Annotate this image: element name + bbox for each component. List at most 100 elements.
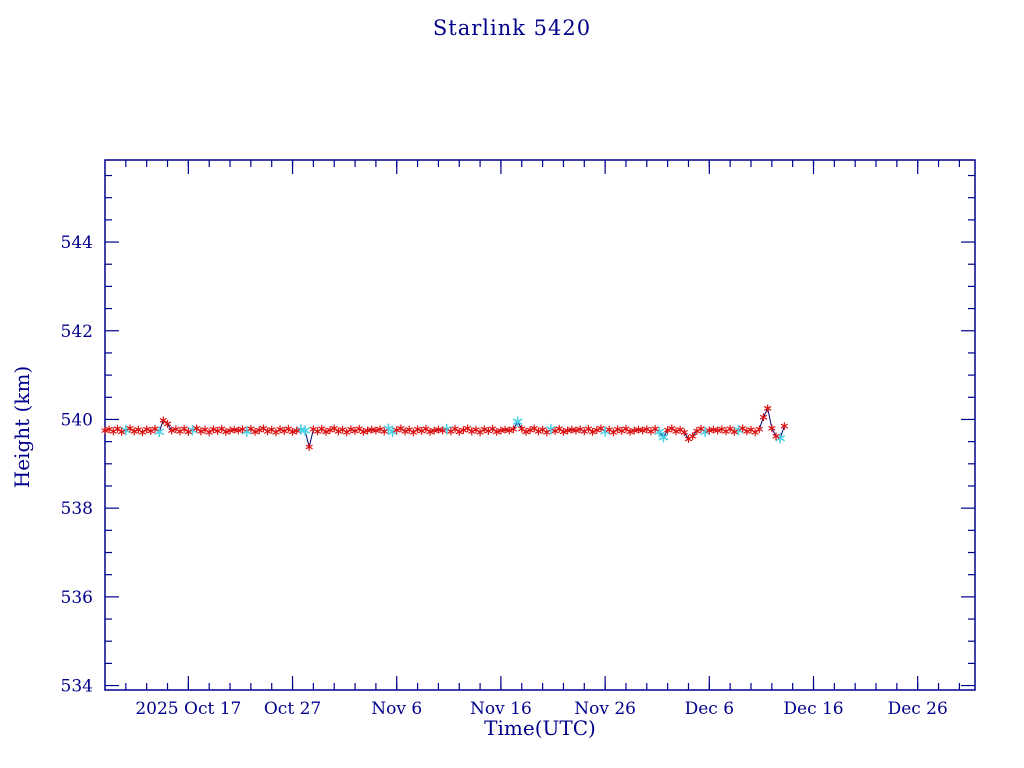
- data-point-marker: [176, 427, 184, 436]
- plot-area-frame: [104, 159, 976, 691]
- data-point-marker: [714, 426, 722, 435]
- data-point-marker: [622, 424, 630, 433]
- data-point-marker: [609, 428, 617, 437]
- data-point-marker: [530, 424, 538, 433]
- data-point-marker: [464, 424, 472, 433]
- data-point-marker: [518, 424, 526, 433]
- x-tick-label: Oct 27: [264, 699, 321, 719]
- data-point-marker: [512, 416, 523, 428]
- data-point-marker: [489, 424, 497, 433]
- data-point-marker: [422, 424, 430, 433]
- data-point-marker: [247, 424, 255, 433]
- data-point-marker: [755, 425, 763, 434]
- data-point-marker: [226, 426, 234, 435]
- data-point-marker: [439, 426, 447, 435]
- x-tick-label: Dec 26: [888, 699, 948, 719]
- data-point-marker: [726, 424, 734, 433]
- data-point-marker: [193, 424, 201, 433]
- data-point-marker: [138, 428, 147, 437]
- data-point-marker: [639, 426, 647, 435]
- data-point-marker: [314, 427, 322, 436]
- data-point-marker: [368, 425, 376, 434]
- data-point-marker: [372, 426, 380, 435]
- data-point-marker: [434, 425, 442, 434]
- data-point-marker: [568, 425, 576, 434]
- data-point-marker: [501, 425, 509, 434]
- data-point-marker: [238, 425, 247, 434]
- data-point-marker: [118, 427, 126, 436]
- x-tick-label: Dec 6: [685, 699, 734, 719]
- data-point-marker: [626, 427, 634, 436]
- x-axis-label: Time(UTC): [484, 716, 596, 740]
- data-point-marker: [447, 427, 455, 436]
- data-point-marker: [222, 427, 230, 436]
- data-point-marker: [505, 426, 513, 435]
- data-point-marker: [764, 404, 772, 413]
- data-point-marker: [651, 424, 659, 433]
- data-point-marker: [493, 427, 501, 436]
- data-point-marker: [126, 424, 134, 433]
- data-point-marker: [426, 427, 434, 436]
- data-point-marker: [768, 424, 776, 433]
- data-point-marker: [159, 416, 167, 425]
- data-point-marker: [709, 425, 718, 434]
- x-tick-label: Dec 16: [783, 699, 843, 719]
- data-point-marker: [705, 426, 713, 435]
- data-point-marker: [151, 424, 159, 433]
- data-point-marker: [318, 424, 326, 433]
- data-point-marker: [154, 426, 164, 438]
- data-point-marker: [555, 424, 563, 433]
- data-point-marker: [234, 426, 242, 435]
- data-point-marker: [205, 428, 213, 437]
- data-point-marker: [259, 424, 267, 433]
- data-point-marker: [355, 424, 363, 433]
- data-point-marker: [780, 422, 788, 431]
- data-point-marker: [430, 426, 438, 435]
- data-point-marker: [300, 425, 310, 436]
- y-tick-label: 540: [61, 410, 93, 430]
- y-tick-label: 544: [61, 233, 93, 253]
- data-point-marker: [647, 427, 655, 436]
- data-point-marker: [113, 424, 122, 433]
- y-tick-label: 536: [61, 588, 93, 608]
- data-point-marker: [289, 427, 297, 436]
- data-point-marker: [364, 426, 372, 435]
- data-point-marker: [509, 425, 517, 434]
- data-point-marker: [572, 426, 580, 435]
- data-point-marker: [689, 432, 697, 441]
- data-point-marker: [293, 426, 301, 435]
- data-point-marker: [597, 424, 605, 433]
- data-point-marker: [180, 424, 188, 433]
- data-point-marker: [168, 426, 176, 435]
- data-point-marker: [476, 428, 484, 437]
- data-point-marker: [630, 426, 638, 435]
- x-tick-label: Nov 16: [470, 699, 532, 719]
- data-point-marker: [409, 428, 417, 437]
- x-tick-label: Nov 26: [574, 699, 636, 719]
- data-point-marker: [359, 427, 367, 436]
- data-point-marker: [680, 428, 688, 437]
- y-tick-label: 542: [61, 322, 93, 342]
- data-point-marker: [559, 427, 567, 436]
- data-point-marker: [218, 424, 226, 433]
- data-point-marker: [497, 426, 505, 435]
- data-point-marker: [330, 424, 338, 433]
- data-point-marker: [584, 424, 592, 433]
- chart-title: Starlink 5420: [432, 16, 592, 40]
- data-point-marker: [543, 428, 551, 437]
- y-tick-label: 538: [61, 499, 93, 519]
- data-point-marker: [163, 419, 172, 428]
- data-point-marker: [759, 413, 768, 422]
- x-tick-label: 2025 Oct 17: [135, 699, 241, 719]
- data-point-marker: [109, 427, 117, 436]
- data-point-marker: [697, 424, 705, 433]
- data-point-marker: [751, 428, 759, 437]
- data-point-marker: [739, 424, 747, 433]
- data-point-marker: [343, 428, 351, 437]
- data-point-marker: [397, 424, 405, 433]
- data-point-marker: [564, 426, 572, 435]
- x-tick-label: Nov 6: [371, 699, 422, 719]
- data-point-marker: [730, 427, 738, 436]
- data-point-marker: [272, 428, 280, 437]
- data-point-marker: [451, 424, 459, 433]
